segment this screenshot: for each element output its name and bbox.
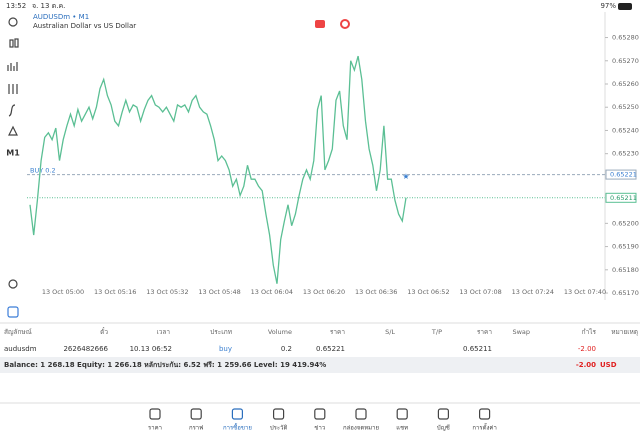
x-tick-label: 13 Oct 07:40 xyxy=(564,288,606,296)
tab-icon[interactable] xyxy=(314,408,326,420)
y-tick-label: 0.65170 xyxy=(612,289,639,297)
y-tick-label: 0.65230 xyxy=(612,150,639,158)
status-date: จ. 13 ต.ค. xyxy=(32,2,65,10)
signal-icon[interactable] xyxy=(340,19,350,29)
column-header: S/L xyxy=(385,328,395,336)
tab-label[interactable]: การตั้งค่า xyxy=(472,422,496,432)
battery-icon xyxy=(618,3,632,10)
chart: 0.65280 0.65270 0.65260 0.65250 0.65240 0.652… xyxy=(27,12,639,300)
objects-tool[interactable] xyxy=(8,84,18,94)
battery-level: 97% xyxy=(600,2,616,10)
column-header: ประเภท xyxy=(210,328,232,336)
cell-ticket: 2626482666 xyxy=(63,345,108,353)
column-header: สัญลักษณ์ xyxy=(4,328,32,336)
symbol-subtitle: Australian Dollar vs US Dollar xyxy=(33,22,136,30)
y-tick-label: 0.65200 xyxy=(612,219,639,227)
tab-label[interactable]: ราคา xyxy=(148,425,162,432)
column-header: กำไร xyxy=(582,328,597,336)
cell-price: 0.65221 xyxy=(316,345,345,353)
tab-label[interactable]: กราฟ xyxy=(189,425,203,432)
column-header: ราคา xyxy=(330,328,345,336)
cell-profit: -2.00 xyxy=(578,345,596,353)
left-toolbar xyxy=(7,17,19,318)
tab-icon[interactable] xyxy=(190,408,202,420)
positions-table: สัญลักษณ์ ตั๋ว เวลา ประเภท Volume ราคา S/L T/P ร… xyxy=(4,327,638,353)
y-tick-label: 0.65250 xyxy=(612,103,639,111)
tab-label[interactable]: กล่องจดหมาย xyxy=(343,425,379,432)
column-header: หมายเหตุ xyxy=(611,328,638,336)
status-time: 13:52 xyxy=(6,2,26,10)
x-tick-label: 13 Oct 05:00 xyxy=(42,288,84,296)
total-profit: -2.00 xyxy=(576,361,596,369)
x-tick-label: 13 Oct 06:52 xyxy=(407,288,449,296)
y-tick-label: 0.65280 xyxy=(612,34,639,42)
trade-marker: ★ xyxy=(402,172,409,181)
column-header: ราคา xyxy=(477,328,492,336)
tab-icon[interactable] xyxy=(231,408,243,420)
indicators-tool[interactable] xyxy=(7,62,18,71)
one-click-icon[interactable] xyxy=(315,20,325,28)
tab-bar: ราคา กราฟ การซื้อขาย ประวัติ ข่าว กล่องจดหมาย… xyxy=(148,408,497,432)
y-tick-label: 0.65270 xyxy=(612,57,639,65)
buy-price-label: 0.65221 xyxy=(610,171,637,179)
shapes-tool[interactable] xyxy=(8,125,18,136)
column-header: ตั๋ว xyxy=(100,327,108,336)
column-header: T/P xyxy=(431,328,442,336)
y-tick-label: 0.65180 xyxy=(612,266,639,274)
bid-price-label: 0.65211 xyxy=(610,194,637,202)
y-tick-label: 0.65190 xyxy=(612,243,639,251)
timeframe[interactable]: M1 xyxy=(6,149,20,158)
tab-label[interactable]: แชท xyxy=(396,425,408,432)
y-tick-label: 0.65240 xyxy=(612,126,639,134)
y-tick-label: 0.65260 xyxy=(612,80,639,88)
tab-icon[interactable] xyxy=(149,408,161,420)
currency: USD xyxy=(600,361,617,369)
balance-bar xyxy=(0,357,640,373)
column-header: เวลา xyxy=(156,328,170,336)
tab-label[interactable]: ข่าว xyxy=(314,425,325,432)
tab-icon[interactable] xyxy=(479,408,491,420)
zoom-tool[interactable] xyxy=(8,279,18,289)
tab-label[interactable]: การซื้อขาย xyxy=(223,422,252,432)
balance-text: Balance: 1 268.18 Equity: 1 266.18 หลักป… xyxy=(4,361,326,369)
x-tick-label: 13 Oct 06:20 xyxy=(303,288,345,296)
price-line xyxy=(29,55,407,284)
column-header: Volume xyxy=(268,328,292,336)
tab-label[interactable]: ประวัติ xyxy=(270,425,288,432)
chart-type-tool-2[interactable] xyxy=(14,38,19,48)
x-tick-label: 13 Oct 06:04 xyxy=(251,288,293,296)
crosshair-tool[interactable] xyxy=(8,17,18,27)
x-tick-label: 13 Oct 06:36 xyxy=(355,288,397,296)
cell-symbol: audusdm xyxy=(4,345,37,353)
x-tick-label: 13 Oct 05:48 xyxy=(198,288,240,296)
tab-icon[interactable] xyxy=(437,408,449,420)
buy-level-label: BUY 0.2 xyxy=(30,167,56,175)
x-tick-label: 13 Oct 05:16 xyxy=(94,288,136,296)
column-header: Swap xyxy=(512,328,530,336)
chart-type-tool[interactable] xyxy=(9,39,14,48)
tab-icon[interactable] xyxy=(273,408,285,420)
cell-type: buy xyxy=(219,345,232,353)
cell-time: 10.13 06:52 xyxy=(130,345,172,353)
function-tool[interactable] xyxy=(8,104,16,117)
x-tick-label: 13 Oct 05:32 xyxy=(146,288,188,296)
tab-label[interactable]: บัญชี xyxy=(437,424,450,432)
cell-volume: 0.2 xyxy=(281,345,292,353)
tab-icon[interactable] xyxy=(355,408,367,420)
trade-tool[interactable] xyxy=(7,306,19,318)
tab-icon[interactable] xyxy=(396,408,408,420)
buy-price-box xyxy=(605,169,637,180)
x-tick-label: 13 Oct 07:08 xyxy=(459,288,501,296)
symbol-title: AUDUSDm • M1 xyxy=(33,13,89,21)
x-tick-label: 13 Oct 07:24 xyxy=(512,288,554,296)
bid-price-box xyxy=(605,192,637,203)
cell-current-price: 0.65211 xyxy=(463,345,492,353)
